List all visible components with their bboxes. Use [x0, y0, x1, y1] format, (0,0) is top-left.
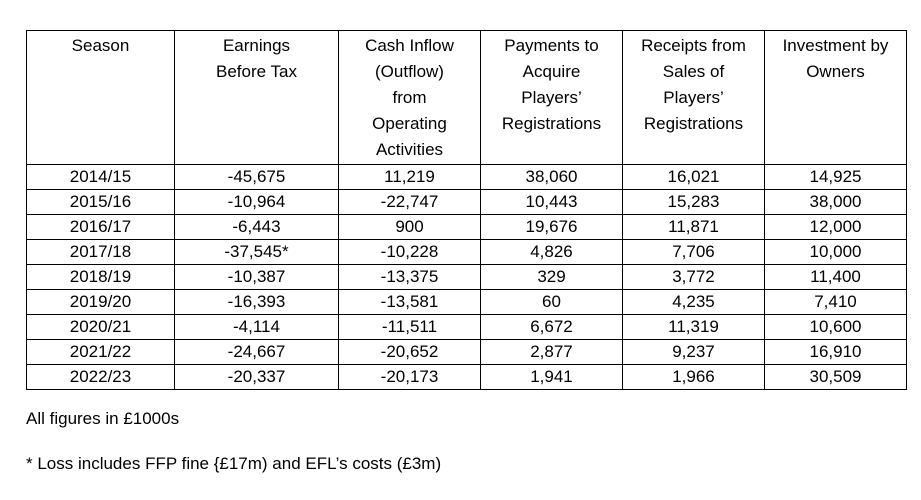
- earnings-cell: -10,387: [174, 264, 339, 290]
- cash-inflow-cell: -20,173: [338, 364, 481, 390]
- table-row: 2021/22 -24,667 -20,652 2,877 9,237 16,910: [26, 339, 907, 365]
- header-investment-by-owners: Investment by Owners: [764, 30, 907, 165]
- header-cash-inflow: Cash Inflow (Outflow) from Operating Activit…: [338, 30, 481, 165]
- earnings-cell: -10,964: [174, 189, 339, 215]
- table-row: 2016/17 -6,443 900 19,676 11,871 12,000: [26, 214, 907, 240]
- investment-cell: 16,910: [764, 339, 907, 365]
- header-line: from: [392, 88, 427, 107]
- table-row: 2017/18 -37,545* -10,228 4,826 7,706 10,000: [26, 239, 907, 265]
- payments-cell: 329: [480, 264, 623, 290]
- header-line: Acquire: [522, 62, 581, 81]
- footnote: * Loss includes FFP fine {£17m) and EFL’…: [26, 454, 442, 473]
- season-cell: 2015/16: [26, 189, 175, 215]
- header-line: Players’: [521, 88, 582, 107]
- earnings-cell: -20,337: [174, 364, 339, 390]
- payments-cell: 10,443: [480, 189, 623, 215]
- header-row: Season Earnings Before Tax Cash Inflow (Outf…: [26, 30, 907, 165]
- table-row: 2014/15 -45,675 11,219 38,060 16,021 14,925: [26, 164, 907, 190]
- season-cell: 2018/19: [26, 264, 175, 290]
- receipts-cell: 11,319: [622, 314, 765, 340]
- investment-cell: 10,000: [764, 239, 907, 265]
- cash-inflow-cell: -22,747: [338, 189, 481, 215]
- receipts-cell: 16,021: [622, 164, 765, 190]
- earnings-cell: -4,114: [174, 314, 339, 340]
- season-cell: 2014/15: [26, 164, 175, 190]
- table-row: 2018/19 -10,387 -13,375 329 3,772 11,400: [26, 264, 907, 290]
- header-line: Owners: [806, 62, 865, 81]
- investment-cell: 10,600: [764, 314, 907, 340]
- investment-cell: 7,410: [764, 289, 907, 315]
- season-cell: 2017/18: [26, 239, 175, 265]
- payments-cell: 2,877: [480, 339, 623, 365]
- header-line: Registrations: [643, 114, 744, 133]
- header-payments-to-acquire: Payments to Acquire Players’ Registrations: [480, 30, 623, 165]
- header-season: Season: [26, 30, 175, 165]
- table-header: Season Earnings Before Tax Cash Inflow (Outf…: [26, 30, 907, 165]
- cash-inflow-cell: -13,375: [338, 264, 481, 290]
- header-line: Earnings: [222, 36, 291, 55]
- season-cell: 2021/22: [26, 339, 175, 365]
- investment-cell: 11,400: [764, 264, 907, 290]
- financial-table: Season Earnings Before Tax Cash Inflow (Outf…: [26, 30, 907, 390]
- cash-inflow-cell: -13,581: [338, 289, 481, 315]
- header-line: Receipts from: [641, 36, 746, 55]
- table-row: 2022/23 -20,337 -20,173 1,941 1,966 30,509: [26, 364, 907, 390]
- cash-inflow-cell: 11,219: [338, 164, 481, 190]
- season-cell: 2022/23: [26, 364, 175, 390]
- earnings-cell: -37,545*: [174, 239, 339, 265]
- cash-inflow-cell: -20,652: [338, 339, 481, 365]
- season-cell: 2019/20: [26, 289, 175, 315]
- cash-inflow-cell: -11,511: [338, 314, 481, 340]
- receipts-cell: 3,772: [622, 264, 765, 290]
- table-row: 2020/21 -4,114 -11,511 6,672 11,319 10,600: [26, 314, 907, 340]
- earnings-cell: -6,443: [174, 214, 339, 240]
- earnings-cell: -45,675: [174, 164, 339, 190]
- header-line: Registrations: [501, 114, 602, 133]
- payments-cell: 1,941: [480, 364, 623, 390]
- investment-cell: 12,000: [764, 214, 907, 240]
- payments-cell: 38,060: [480, 164, 623, 190]
- header-line: Investment by: [782, 36, 889, 55]
- receipts-cell: 4,235: [622, 289, 765, 315]
- investment-cell: 30,509: [764, 364, 907, 390]
- payments-cell: 6,672: [480, 314, 623, 340]
- receipts-cell: 7,706: [622, 239, 765, 265]
- header-line: Operating: [372, 114, 447, 133]
- season-cell: 2016/17: [26, 214, 175, 240]
- receipts-cell: 11,871: [622, 214, 765, 240]
- header-earnings-before-tax: Earnings Before Tax: [174, 30, 339, 165]
- season-cell: 2020/21: [26, 314, 175, 340]
- table-row: 2015/16 -10,964 -22,747 10,443 15,283 38,000: [26, 189, 907, 215]
- header-line: Activities: [375, 140, 444, 159]
- cash-inflow-cell: 900: [338, 214, 481, 240]
- investment-cell: 14,925: [764, 164, 907, 190]
- table-row: 2019/20 -16,393 -13,581 60 4,235 7,410: [26, 289, 907, 315]
- header-receipts-from-sales: Receipts from Sales of Players’ Registratio…: [622, 30, 765, 165]
- header-line: Season: [71, 36, 130, 55]
- header-line: Before Tax: [216, 62, 297, 81]
- units-note: All figures in £1000s: [26, 409, 180, 428]
- payments-cell: 19,676: [480, 214, 623, 240]
- header-line: Payments to: [504, 36, 599, 55]
- receipts-cell: 9,237: [622, 339, 765, 365]
- receipts-cell: 15,283: [622, 189, 765, 215]
- header-line: Cash Inflow: [365, 36, 454, 55]
- payments-cell: 4,826: [480, 239, 623, 265]
- header-line: Players’: [663, 88, 724, 107]
- header-line: (Outflow): [375, 62, 444, 81]
- cash-inflow-cell: -10,228: [338, 239, 481, 265]
- earnings-cell: -24,667: [174, 339, 339, 365]
- table-body: 2014/15 -45,675 11,219 38,060 16,021 14,925 20…: [26, 164, 907, 390]
- payments-cell: 60: [480, 289, 623, 315]
- header-line: Sales of: [662, 62, 725, 81]
- investment-cell: 38,000: [764, 189, 907, 215]
- receipts-cell: 1,966: [622, 364, 765, 390]
- earnings-cell: -16,393: [174, 289, 339, 315]
